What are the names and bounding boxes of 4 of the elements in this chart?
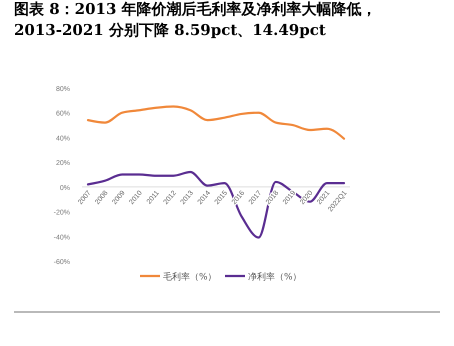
legend-label: 净利率（%） [248, 272, 302, 282]
line-series [86, 105, 346, 140]
chart-title: 图表 8：2013 年降价潮后毛利率及净利率大幅降低，2013-2021 分别下降 8.59pct、14.49pct [14, 0, 377, 39]
legend-label: 毛利率（%） [163, 272, 217, 282]
